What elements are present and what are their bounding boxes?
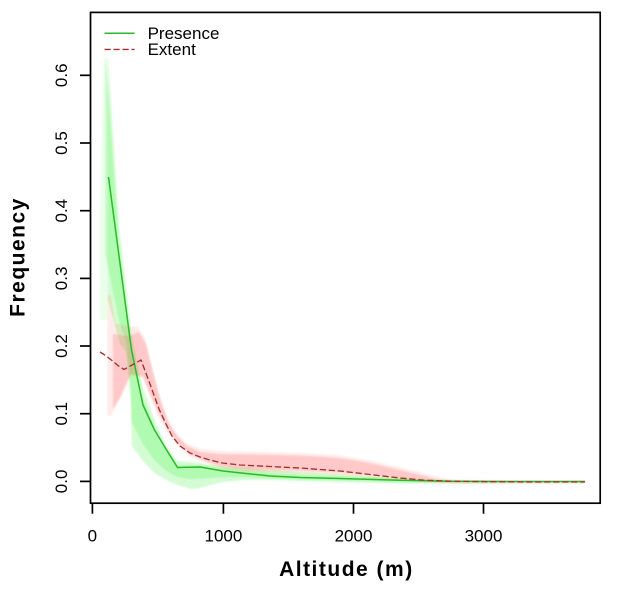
- svg-text:3000: 3000: [465, 527, 503, 546]
- svg-text:Altitude (m): Altitude (m): [279, 558, 414, 581]
- svg-text:0.5: 0.5: [52, 131, 71, 155]
- svg-text:Presence: Presence: [148, 24, 220, 43]
- svg-text:2000: 2000: [335, 527, 373, 546]
- svg-text:0.2: 0.2: [52, 334, 71, 358]
- svg-text:0.0: 0.0: [52, 470, 71, 494]
- svg-text:0: 0: [88, 527, 97, 546]
- svg-text:Extent: Extent: [148, 40, 196, 59]
- svg-text:0.3: 0.3: [52, 267, 71, 291]
- svg-text:1000: 1000: [204, 527, 242, 546]
- svg-text:Frequency: Frequency: [7, 197, 30, 317]
- svg-text:0.6: 0.6: [52, 63, 71, 87]
- svg-text:0.4: 0.4: [52, 199, 71, 223]
- svg-text:0.1: 0.1: [52, 402, 71, 426]
